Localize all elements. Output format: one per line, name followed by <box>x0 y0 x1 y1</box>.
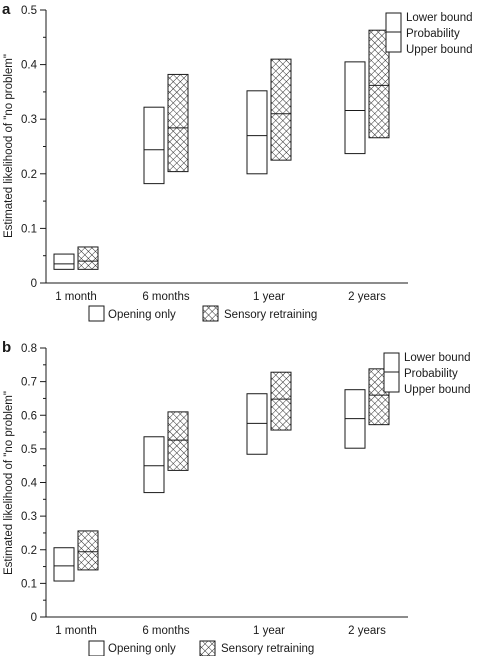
panel-b-key-probability: Probability <box>404 368 458 380</box>
panel-a-legend-swatch-opening <box>88 305 105 322</box>
panel-a-legend-swatch-sensory <box>202 305 219 322</box>
panel-b-y-tick-label: 0.8 <box>21 343 37 355</box>
panel-a-box-sensory <box>77 246 99 270</box>
panel-a-y-tick-label: 0.3 <box>21 114 37 126</box>
panel-a-box-opening <box>246 90 268 175</box>
panel-a-key: Lower bound Probability Upper bound <box>385 12 473 56</box>
panel-a-box-opening <box>53 253 75 270</box>
panel-b-y-tick-label: 0.2 <box>21 545 37 557</box>
panel-b-y-tick-label: 0.5 <box>21 444 37 456</box>
panel-a-legend-label-opening: Opening only <box>108 309 176 321</box>
panel-b-x-tick-label: 1 year <box>253 625 285 637</box>
panel-b-y-axis: 0 0.1 0.2 0.3 0.4 0.5 0.6 0.7 0.8 <box>21 343 408 624</box>
panel-a-x-tick-label: 1 year <box>253 291 285 303</box>
panel-a-key-probability: Probability <box>406 28 460 40</box>
panel-a-y-tick-label: 0 <box>31 278 37 290</box>
panel-b-y-tick-label: 0.1 <box>21 578 37 590</box>
panel-b-key-lower-bound: Lower bound <box>404 352 471 364</box>
panel-b-y-tick-label: 0.6 <box>21 410 37 422</box>
panel-a-marks: 1 month 6 months 1 year 2 years <box>53 29 390 303</box>
panel-b-x-tick-label: 6 months <box>142 625 190 637</box>
panel-b-legend-label-sensory: Sensory retraining <box>221 643 314 655</box>
panel-a-y-axis: 0 0.1 0.2 0.3 0.4 0.5 <box>21 5 408 290</box>
panel-a-y-tick-label: 0.1 <box>21 223 37 235</box>
panel-a-key-lower-bound: Lower bound <box>406 12 473 24</box>
panel-a-x-tick-label: 1 month <box>55 291 97 303</box>
panel-a-y-axis-title: Estimated likelihood of "no problem" <box>3 54 15 238</box>
panel-a-legend-label-sensory: Sensory retraining <box>224 309 317 321</box>
panel-a-x-tick-label: 6 months <box>142 291 190 303</box>
panel-a-y-tick-label: 0.2 <box>21 169 37 181</box>
panel-b-label: b <box>2 339 11 356</box>
panel-b-legend: Opening only Sensory retraining <box>88 640 314 656</box>
panel-b: b 0 0.1 0.2 0.3 0.4 0.5 0.6 0.7 0.8 1 month 6 mon… <box>2 339 471 656</box>
panel-a-key-upper-bound: Upper bound <box>406 44 473 56</box>
panel-a-label: a <box>2 1 11 18</box>
panel-b-key: Lower bound Probability Upper bound <box>383 352 471 396</box>
panel-a-x-tick-label: 2 years <box>348 291 386 303</box>
panel-a-y-tick-label: 0.4 <box>21 60 38 72</box>
panel-b-y-tick-label: 0.7 <box>21 377 37 389</box>
panel-b-x-tick-label: 2 years <box>348 625 386 637</box>
panel-b-legend-swatch-opening <box>88 640 105 656</box>
panel-b-box-sensory <box>270 371 292 431</box>
panel-b-marks: 1 month 6 months 1 year 2 years <box>53 368 390 637</box>
panel-a-box-sensory <box>270 58 292 161</box>
panel-a-box-sensory <box>167 73 189 173</box>
panel-b-y-axis-title: Estimated likelihood of "no problem" <box>3 391 15 575</box>
panel-a-box-sensory <box>368 29 390 139</box>
panel-b-x-tick-label: 1 month <box>55 625 97 637</box>
panel-b-y-tick-label: 0 <box>31 612 37 624</box>
panel-b-box-opening <box>53 547 75 582</box>
panel-b-legend-swatch-sensory <box>199 640 216 656</box>
panel-a-box-opening <box>344 61 366 155</box>
panel-a: a 0 0.1 0.2 0.3 0.4 0.5 1 month 6 months 1 year… <box>2 1 473 322</box>
panel-b-y-tick-label: 0.4 <box>21 478 38 490</box>
panel-a-legend: Opening only Sensory retraining <box>88 305 317 322</box>
panel-b-key-upper-bound: Upper bound <box>404 384 471 396</box>
panel-b-y-tick-label: 0.3 <box>21 511 37 523</box>
panel-b-box-sensory <box>167 411 189 471</box>
panel-b-legend-label-opening: Opening only <box>108 643 176 655</box>
panel-a-box-opening <box>143 106 165 185</box>
panel-a-y-tick-label: 0.5 <box>21 5 37 17</box>
panel-b-box-opening <box>143 436 165 494</box>
panel-b-box-sensory <box>77 530 99 571</box>
panel-b-box-opening <box>246 393 268 455</box>
